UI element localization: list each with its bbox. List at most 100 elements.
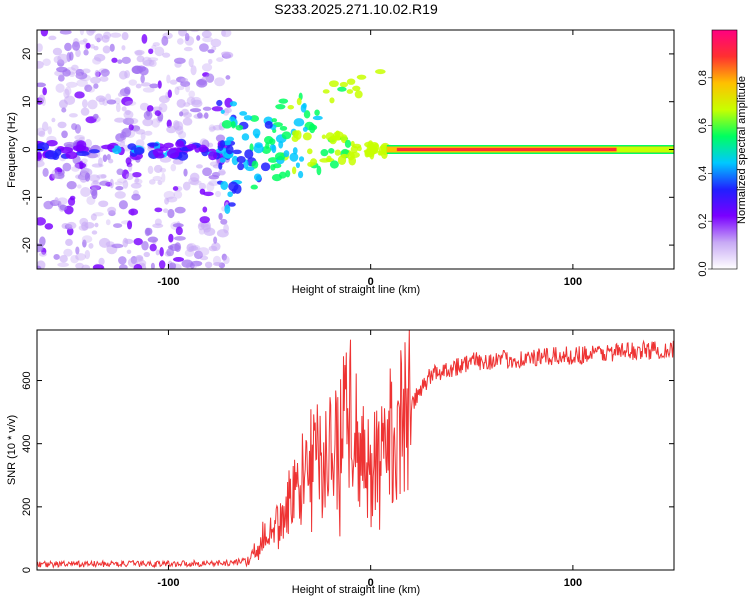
noise-blob <box>80 187 91 197</box>
noise-blob <box>214 77 225 87</box>
signal-blob <box>175 140 185 148</box>
noise-blob <box>174 242 182 253</box>
noise-blob <box>147 236 159 243</box>
noise-blob <box>126 220 133 230</box>
transition-blob <box>296 97 302 106</box>
noise-blob <box>154 110 162 117</box>
transition-blob <box>254 133 260 139</box>
transition-blob <box>328 148 335 154</box>
noise-blob <box>61 130 68 139</box>
noise-blob <box>61 107 67 113</box>
noise-blob <box>121 106 127 112</box>
snr-y-label: SNR (10 * v/v) <box>6 415 18 485</box>
transition-blob <box>237 162 245 171</box>
noise-blob <box>109 178 114 189</box>
noise-blob <box>173 236 186 241</box>
noise-blob <box>211 106 223 112</box>
noise-blob <box>135 50 143 57</box>
noise-blob <box>140 132 146 141</box>
snr-y-tick-label: 200 <box>21 498 33 516</box>
noise-blob <box>157 180 163 186</box>
noise-blob <box>86 30 95 36</box>
noise-blob <box>125 157 132 165</box>
spectrogram-x-ticks: -100 0 100 <box>157 30 582 288</box>
noise-blob <box>211 242 221 252</box>
noise-blob <box>164 197 170 205</box>
noise-blob <box>167 89 172 98</box>
noise-blob <box>216 229 229 238</box>
colorbar: 0.0 0.2 0.4 0.6 0.8 Normalized spectral ampl… <box>697 29 748 277</box>
noise-blob <box>189 179 202 186</box>
noise-blob <box>81 68 91 74</box>
noise-blob <box>38 94 45 103</box>
noise-blob <box>100 68 110 77</box>
noise-blob <box>57 53 69 64</box>
colorbar-bar <box>711 29 738 270</box>
transition-blob <box>328 80 339 88</box>
transition-blob <box>220 180 229 190</box>
transition-blob <box>219 157 226 163</box>
snr-y-tick-label: 600 <box>21 371 33 389</box>
noise-blob <box>64 86 72 96</box>
noise-blob <box>117 92 123 97</box>
noise-blob <box>176 85 185 91</box>
noise-blob <box>71 41 81 51</box>
colorbar-tick-label: 0.8 <box>697 70 709 85</box>
snr-y-tick-label: 0 <box>21 567 33 573</box>
noise-blob <box>48 35 57 41</box>
noise-blob <box>89 174 101 182</box>
chart-title: S233.2025.271.10.02.R19 <box>274 1 438 17</box>
noise-blob <box>117 59 123 64</box>
transition-blob <box>250 184 258 190</box>
noise-blob <box>70 254 79 264</box>
noise-blob <box>153 164 163 174</box>
transition-blob <box>350 140 355 147</box>
noise-blob <box>149 83 159 89</box>
noise-blob <box>133 264 143 269</box>
noise-blob <box>193 250 203 260</box>
transition-blob <box>346 78 356 85</box>
noise-blob <box>197 247 210 256</box>
noise-blob <box>98 97 105 106</box>
signal-blob <box>208 151 218 161</box>
noise-blob <box>132 171 142 178</box>
transition-blob <box>346 89 354 94</box>
transition-blob <box>289 152 299 162</box>
noise-blob <box>64 42 72 52</box>
transition-blob <box>375 69 386 75</box>
noise-blob <box>43 200 54 210</box>
colorbar-ticks: 0.0 0.2 0.4 0.6 0.8 <box>697 70 712 277</box>
noise-blob <box>92 264 105 269</box>
noise-blob <box>84 84 93 93</box>
transition-blob <box>229 116 236 122</box>
colorbar-tick-label: 0.6 <box>697 118 709 133</box>
noise-blob <box>182 117 193 126</box>
spectrogram-x-tick-label: 100 <box>564 276 582 288</box>
transition-blob <box>245 166 255 172</box>
noise-blob <box>201 63 213 72</box>
noise-blob <box>107 206 117 214</box>
noise-blob <box>58 74 65 82</box>
noise-blob <box>79 160 84 170</box>
noise-blob <box>183 46 193 52</box>
noise-blob <box>180 77 189 83</box>
noise-blob <box>65 238 73 246</box>
noise-blob <box>88 30 97 34</box>
tone-band-tail <box>616 147 674 152</box>
noise-blob <box>87 99 98 110</box>
noise-blob <box>84 138 93 148</box>
noise-blob <box>75 253 87 261</box>
signal-blob <box>166 148 180 159</box>
noise-blob <box>148 59 157 68</box>
noise-blob <box>89 44 95 49</box>
noise-blob <box>59 255 68 263</box>
snr-x-label: Height of straight line (km) <box>292 584 420 596</box>
transition-blob <box>244 149 254 159</box>
noise-blob <box>140 74 145 84</box>
signal-blob <box>101 144 115 150</box>
noise-blob <box>140 82 151 87</box>
signal-blob <box>54 148 62 157</box>
noise-blob <box>51 117 56 123</box>
transition-blob <box>220 109 225 114</box>
